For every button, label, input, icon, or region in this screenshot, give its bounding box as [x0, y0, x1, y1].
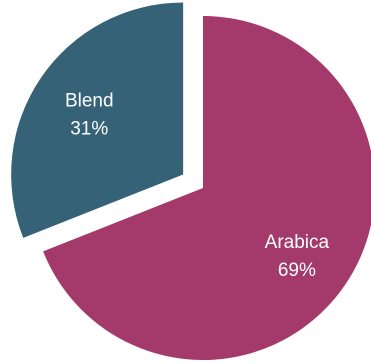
pie-label-percent: 69%: [278, 260, 316, 281]
pie-slice-arabica: [43, 16, 371, 360]
pie-slices: [11, 2, 371, 360]
pie-label-name: Blend: [65, 91, 114, 112]
pie-label-name: Arabica: [265, 232, 330, 253]
pie-label-blend: Blend 31%: [65, 91, 114, 140]
pie-labels: Arabica 69% Blend 31%: [65, 91, 330, 281]
pie-label-arabica: Arabica 69%: [265, 232, 330, 281]
pie-slice-blend: [11, 2, 184, 238]
pie-label-percent: 31%: [70, 119, 108, 140]
